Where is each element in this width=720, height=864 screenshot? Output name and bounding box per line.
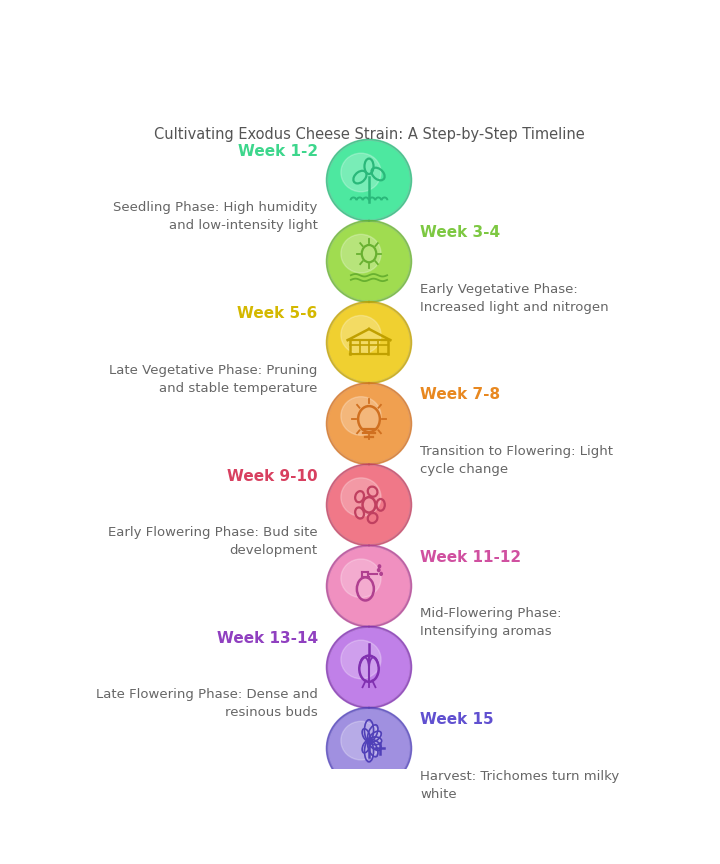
Ellipse shape: [326, 545, 412, 627]
Text: Week 13-14: Week 13-14: [217, 631, 318, 646]
Ellipse shape: [329, 629, 409, 706]
Ellipse shape: [326, 383, 412, 465]
Circle shape: [378, 565, 381, 568]
Ellipse shape: [326, 220, 412, 302]
Text: Week 15: Week 15: [420, 712, 494, 727]
Text: Harvest: Trichomes turn milky
white: Harvest: Trichomes turn milky white: [420, 770, 620, 801]
Text: Mid-Flowering Phase:
Intensifying aromas: Mid-Flowering Phase: Intensifying aromas: [420, 607, 562, 638]
Ellipse shape: [341, 640, 381, 679]
Text: Transition to Flowering: Light
cycle change: Transition to Flowering: Light cycle cha…: [420, 445, 613, 476]
Ellipse shape: [329, 142, 409, 219]
Ellipse shape: [341, 153, 381, 192]
Ellipse shape: [341, 315, 381, 354]
Text: Week 9-10: Week 9-10: [227, 468, 318, 484]
Ellipse shape: [329, 548, 409, 625]
Ellipse shape: [326, 302, 412, 384]
Ellipse shape: [341, 234, 381, 273]
Ellipse shape: [326, 626, 412, 708]
Ellipse shape: [329, 223, 409, 300]
Text: Early Vegetative Phase:
Increased light and nitrogen: Early Vegetative Phase: Increased light …: [420, 283, 609, 314]
Ellipse shape: [326, 708, 412, 789]
Text: Week 5-6: Week 5-6: [238, 307, 318, 321]
Ellipse shape: [341, 397, 381, 435]
Ellipse shape: [329, 709, 409, 787]
Ellipse shape: [329, 304, 409, 381]
Ellipse shape: [326, 139, 412, 221]
Ellipse shape: [341, 721, 381, 760]
Text: Early Flowering Phase: Bud site
development: Early Flowering Phase: Bud site developm…: [108, 526, 318, 557]
Text: Week 11-12: Week 11-12: [420, 550, 521, 565]
Ellipse shape: [341, 559, 381, 598]
Ellipse shape: [341, 478, 381, 517]
Ellipse shape: [329, 467, 409, 543]
Text: Cultivating Exodus Cheese Strain: A Step-by-Step Timeline: Cultivating Exodus Cheese Strain: A Step…: [153, 127, 585, 142]
Ellipse shape: [329, 385, 409, 462]
Text: Week 1-2: Week 1-2: [238, 144, 318, 159]
Circle shape: [377, 569, 380, 572]
Text: Late Vegetative Phase: Pruning
and stable temperature: Late Vegetative Phase: Pruning and stabl…: [109, 364, 318, 395]
Circle shape: [380, 573, 382, 575]
Text: Week 3-4: Week 3-4: [420, 226, 500, 240]
Ellipse shape: [326, 464, 412, 546]
Text: Late Flowering Phase: Dense and
resinous buds: Late Flowering Phase: Dense and resinous…: [96, 689, 318, 720]
Text: Seedling Phase: High humidity
and low-intensity light: Seedling Phase: High humidity and low-in…: [113, 201, 318, 232]
Text: Week 7-8: Week 7-8: [420, 387, 500, 403]
